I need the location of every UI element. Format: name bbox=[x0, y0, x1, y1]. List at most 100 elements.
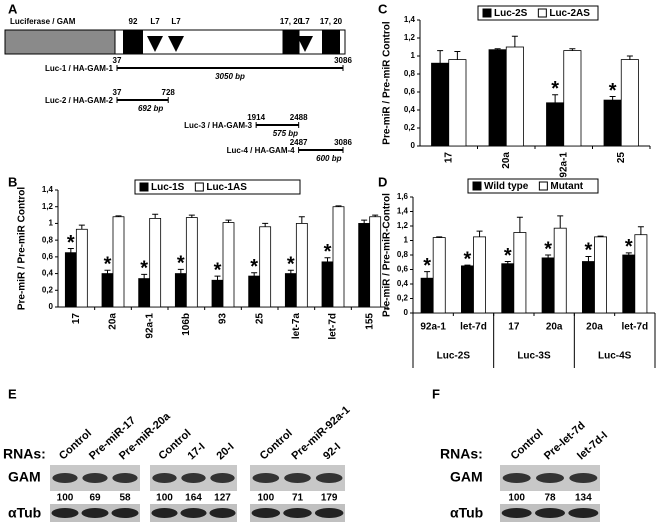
tub-band bbox=[209, 508, 236, 518]
quantification: 100 bbox=[57, 493, 74, 504]
x-tick-label: 106b bbox=[181, 313, 192, 336]
error-bar bbox=[585, 255, 592, 262]
bar bbox=[546, 102, 565, 147]
panel-label: D bbox=[378, 174, 387, 189]
row-label: GAM bbox=[8, 469, 41, 485]
tub-band bbox=[111, 508, 139, 518]
row-label: αTub bbox=[8, 505, 41, 521]
tub-band bbox=[535, 508, 565, 518]
x-tick-label: let-7d bbox=[460, 322, 487, 333]
error-bar bbox=[552, 94, 559, 103]
tub-band bbox=[151, 508, 178, 518]
bar bbox=[603, 99, 622, 147]
bar bbox=[358, 223, 371, 308]
feature-label: L7 bbox=[300, 17, 310, 26]
x-tick-label: 92a-1 bbox=[558, 152, 569, 178]
bar bbox=[620, 59, 639, 147]
panel-label: C bbox=[378, 1, 388, 16]
gam-band bbox=[569, 473, 598, 483]
gam-band bbox=[210, 473, 235, 483]
error-bar bbox=[637, 226, 644, 235]
feature-label: 92 bbox=[129, 17, 138, 26]
error-bar bbox=[516, 216, 523, 233]
construct-length: 600 bp bbox=[316, 154, 341, 163]
significance-mark: * bbox=[177, 253, 185, 275]
tub-band bbox=[180, 508, 207, 518]
feature-box bbox=[282, 30, 300, 54]
panel-label: E bbox=[8, 386, 17, 401]
tub-band bbox=[251, 508, 281, 518]
feature-triangle bbox=[297, 36, 313, 52]
y-axis-label: Pre-miR / Pre-miR-Control bbox=[382, 193, 393, 317]
bar bbox=[553, 227, 567, 314]
significance-mark: * bbox=[67, 232, 75, 254]
x-tick-label: 25 bbox=[616, 152, 627, 164]
rna-label: RNAs: bbox=[440, 446, 483, 462]
error-bar bbox=[214, 275, 221, 281]
construct-name: Luc-3 / HA-GAM-3 bbox=[184, 121, 253, 130]
legend-swatch bbox=[194, 182, 204, 192]
quantification: 179 bbox=[321, 493, 338, 504]
y-tick-label: 0 bbox=[411, 141, 416, 150]
feature-box bbox=[322, 30, 340, 54]
y-tick-label: 1,2 bbox=[404, 33, 416, 42]
lane-label: 20-I bbox=[214, 441, 236, 463]
bar bbox=[211, 279, 224, 308]
feature-label: 17, 20 bbox=[320, 17, 343, 26]
tub-band bbox=[568, 508, 599, 518]
y-tick-label: 1 bbox=[49, 219, 54, 228]
significance-mark: * bbox=[104, 254, 112, 276]
bar bbox=[582, 261, 595, 314]
significance-mark: * bbox=[250, 256, 258, 278]
y-tick-label: 0,4 bbox=[404, 105, 416, 114]
x-tick-label: 25 bbox=[254, 313, 265, 325]
legend-swatch bbox=[139, 182, 149, 192]
error-bar bbox=[436, 236, 443, 238]
error-bar bbox=[104, 269, 111, 274]
significance-mark: * bbox=[324, 241, 332, 263]
bar bbox=[634, 234, 648, 314]
x-tick-label: let-7d bbox=[621, 322, 648, 333]
error-bar bbox=[152, 213, 159, 219]
rna-label: RNAs: bbox=[3, 446, 46, 462]
error-bar bbox=[361, 219, 368, 224]
significance-mark: * bbox=[464, 248, 472, 270]
bar bbox=[541, 257, 555, 314]
error-bar bbox=[177, 268, 184, 274]
bar bbox=[563, 50, 582, 147]
luciferase-box bbox=[4, 29, 116, 55]
gam-box bbox=[114, 29, 346, 55]
panel-label: A bbox=[8, 1, 18, 16]
bar bbox=[332, 206, 345, 308]
quantification: 69 bbox=[89, 493, 101, 504]
error-bar bbox=[454, 51, 461, 60]
gam-band bbox=[82, 473, 108, 483]
bar bbox=[448, 59, 467, 147]
x-tick-label: 155 bbox=[364, 313, 375, 330]
significance-mark: * bbox=[287, 254, 295, 276]
error-bar bbox=[464, 264, 471, 266]
bar bbox=[594, 236, 608, 314]
quantification: 100 bbox=[156, 493, 173, 504]
y-tick-label: 0,6 bbox=[404, 87, 416, 96]
construct-start: 37 bbox=[113, 88, 122, 97]
construct-length: 3050 bp bbox=[215, 72, 245, 81]
y-tick-label: 0,6 bbox=[42, 252, 54, 261]
feature-triangle bbox=[147, 36, 163, 52]
significance-mark: * bbox=[214, 259, 222, 281]
gam-band bbox=[315, 473, 343, 483]
bar bbox=[75, 228, 88, 308]
legend-swatch bbox=[472, 181, 482, 191]
group-label: Luc-3S bbox=[517, 351, 551, 362]
significance-mark: * bbox=[504, 245, 512, 267]
bar bbox=[295, 223, 308, 308]
error-bar bbox=[262, 222, 269, 227]
y-tick-label: 0,8 bbox=[397, 250, 409, 259]
group-label: Luc-4S bbox=[598, 351, 632, 362]
legend-label: Luc-1AS bbox=[206, 182, 247, 193]
bar bbox=[101, 273, 114, 308]
legend-label: Luc-1S bbox=[151, 182, 185, 193]
gam-band bbox=[284, 473, 311, 483]
tub-band bbox=[283, 508, 312, 518]
lane-label: Control bbox=[509, 427, 546, 462]
